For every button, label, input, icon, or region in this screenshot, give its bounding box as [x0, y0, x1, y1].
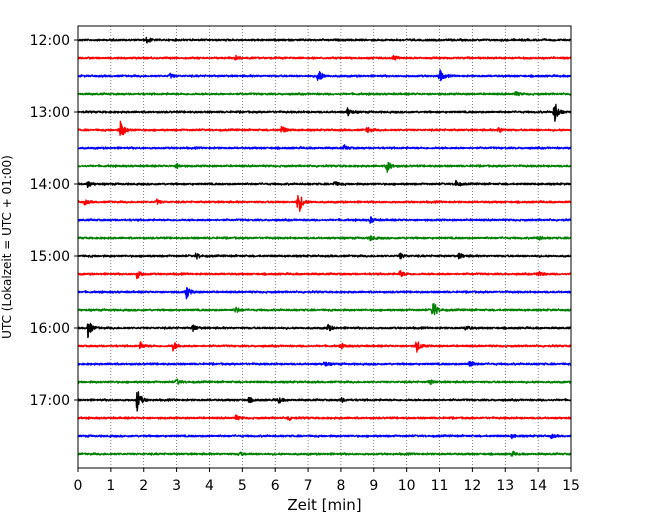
x-tick-label: 14	[529, 478, 547, 494]
trace-1745	[77, 450, 572, 457]
x-tick-label: 11	[431, 478, 449, 494]
y-tick-label: 15:00	[30, 249, 70, 265]
x-tick-label: 2	[139, 478, 148, 494]
x-tick-label: 6	[271, 478, 280, 494]
trace-group	[77, 36, 572, 457]
x-tick-label: 8	[336, 478, 345, 494]
trace-1515	[77, 270, 572, 280]
trace-1315	[77, 120, 572, 137]
trace-1530	[77, 287, 572, 300]
trace-1600	[77, 322, 572, 339]
y-axis-label: UTC (Lokalzeit = UTC + 01:00)	[0, 155, 14, 339]
trace-1330	[77, 144, 572, 150]
y-tick-label: 13:00	[30, 105, 70, 121]
plot-frame	[77, 25, 572, 469]
trace-1200	[77, 36, 572, 44]
x-tick-label: 13	[496, 478, 514, 494]
x-tick-label: 4	[205, 478, 214, 494]
trace-1545	[77, 302, 572, 316]
trace-1245	[77, 90, 572, 97]
trace-1345	[77, 161, 572, 173]
y-tick-label: 12:00	[30, 33, 70, 49]
y-tick-label: 16:00	[30, 321, 70, 337]
x-tick-label: 10	[398, 478, 416, 494]
plot-background	[78, 26, 571, 468]
trace-1730	[77, 433, 572, 440]
trace-1715	[77, 414, 572, 422]
x-tick-label: 3	[172, 478, 181, 494]
trace-1215	[77, 54, 572, 61]
y-tick-label: 14:00	[30, 177, 70, 193]
trace-1645	[77, 378, 572, 386]
x-tick-label: 7	[304, 478, 313, 494]
trace-1615	[77, 341, 572, 353]
trace-1300	[77, 103, 572, 122]
trace-1445	[77, 235, 572, 242]
trace-1230	[77, 69, 572, 82]
y-axis-ticks: 12:00 13:00 14:00 15:00 16:00 17:00	[30, 33, 78, 409]
trace-1430	[77, 216, 572, 224]
x-tick-label: 15	[562, 478, 580, 494]
x-tick-label: 12	[463, 478, 481, 494]
y-tick-label: 17:00	[30, 393, 70, 409]
trace-1500	[77, 252, 572, 260]
trace-1630	[77, 360, 572, 367]
x-tick-label: 0	[74, 478, 83, 494]
x-axis-ticks: 0 1 2 3 4 5 6 7 8 9 10 11 12 13 14 15	[74, 468, 580, 494]
x-tick-label: 5	[238, 478, 247, 494]
trace-1415	[77, 194, 572, 212]
trace-1400	[77, 179, 572, 188]
x-tick-label: 1	[106, 478, 115, 494]
x-axis-label: Zeit [min]	[287, 496, 361, 514]
trace-1700	[77, 391, 572, 412]
x-tick-label: 9	[369, 478, 378, 494]
